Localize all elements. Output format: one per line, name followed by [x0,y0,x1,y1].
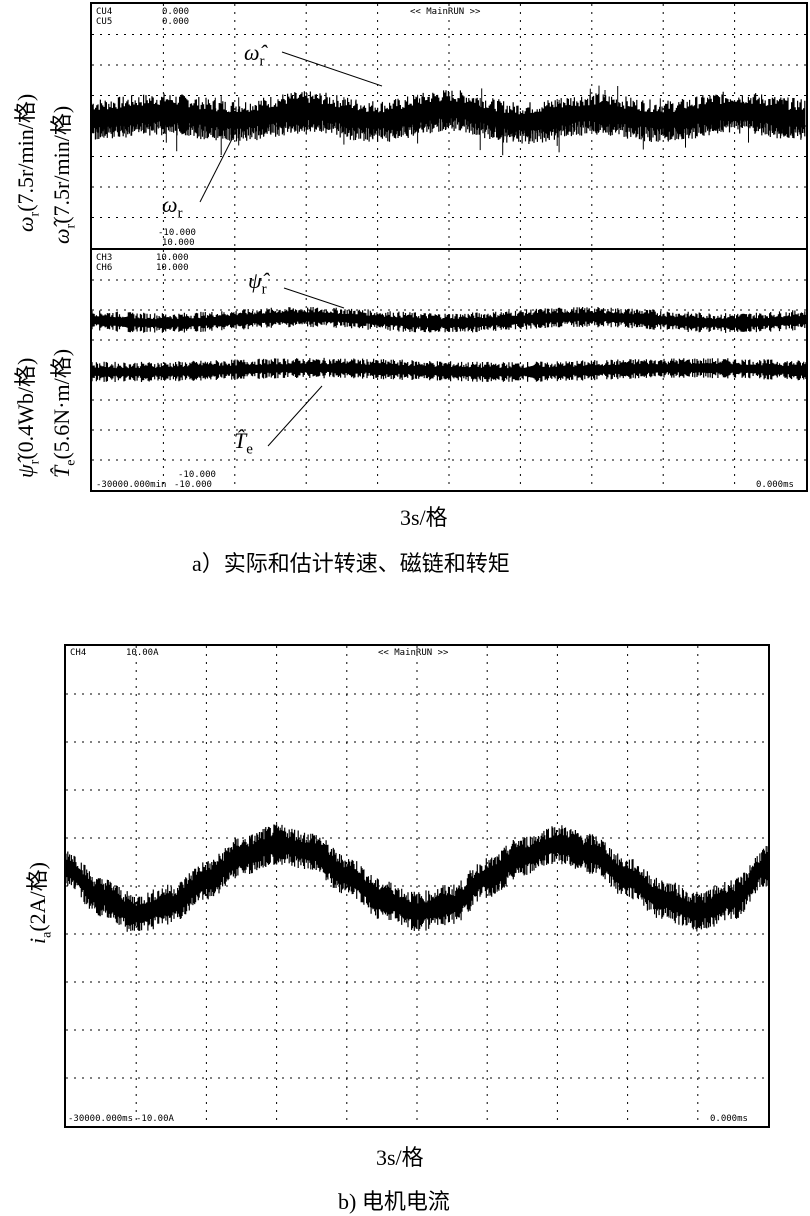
current-header: << MainRUN >> [378,648,449,658]
flux-bottom-value-2: -10.000 [174,480,212,490]
actual-speed-label: ωr [162,192,183,222]
flux-label: ψ̂r [248,268,267,298]
speed-scope-panel: CU4 CU5 0.000 0.000 << MainRUN >> -10.00… [90,2,808,250]
figure-a-caption: a）实际和估计转速、磁链和转矩 [192,551,510,576]
torque-label: T̂e [234,428,253,458]
actual-speed-trace [92,104,805,144]
current-y-axis-label: ia(2A/格) [25,862,55,944]
figure-b-caption: b) 电机电流 [338,1189,450,1214]
current-plot [66,646,768,1126]
current-bottom-left: -30000.000ms [68,1114,134,1124]
speed-bottom-value-1: -10.000 [158,228,196,238]
torque-pointer [267,385,323,447]
flux-top-value-1: 10.000 [156,253,189,263]
speed-top-value-1: 0.000 [162,7,190,17]
figure-b-x-axis-label: 3s/格 [376,1145,424,1170]
flux-bottom-value-1: -10.000 [178,470,216,480]
current-channel: CH4 [70,648,87,658]
current-bottom-right: 0.000ms [710,1114,748,1124]
flux-channel-1: CH3 [96,253,113,263]
flux-torque-plot [92,250,806,490]
speed-y-axis-label-estimated: ω̂r(7.5r/min/格) [49,105,79,244]
torque-trace [92,357,806,382]
flux-top-value-2: 10.000 [156,263,189,273]
current-scope-panel: CH4 10.00A << MainRUN >> -30000.000ms -1… [64,644,770,1128]
flux-pointer [283,287,345,309]
grid [92,4,806,248]
current-bottom-value: -10.00A [136,1114,174,1124]
speed-channel-1: CU4 [96,7,113,17]
flux-bottom-left: -30000.000min [96,480,167,490]
flux-trace [92,307,806,333]
speed-bottom-value-2: 10.000 [162,238,195,248]
actual-speed-pointer [199,138,233,203]
flux-y-axis-label: ψ̂r(0.4Wb/格) [13,357,43,478]
flux-torque-scope-panel: CH3 CH6 10.000 10.000 -10.000 -30000.000… [90,248,808,492]
flux-bottom-right: 0.000ms [756,480,794,490]
flux-channel-2: CH6 [96,263,113,273]
torque-y-axis-label: T̂e(5.6N·m/格) [49,348,79,478]
speed-zero-marker [92,122,97,130]
current-scale: 10.00A [126,648,159,658]
torque-zero-marker [92,366,97,374]
speed-channel-2: CU5 [96,17,113,27]
figure-a-x-axis-label: 3s/格 [400,505,448,530]
estimated-speed-label: ω̂r [244,40,265,70]
speed-header: << MainRUN >> [410,7,481,17]
speed-top-value-2: 0.000 [162,17,190,27]
current-trace [66,824,768,932]
estimated-speed-pointer [281,51,383,87]
speed-plot [92,4,806,248]
speed-y-axis-label-actual: ωr(7.5r/min/格) [13,93,43,232]
